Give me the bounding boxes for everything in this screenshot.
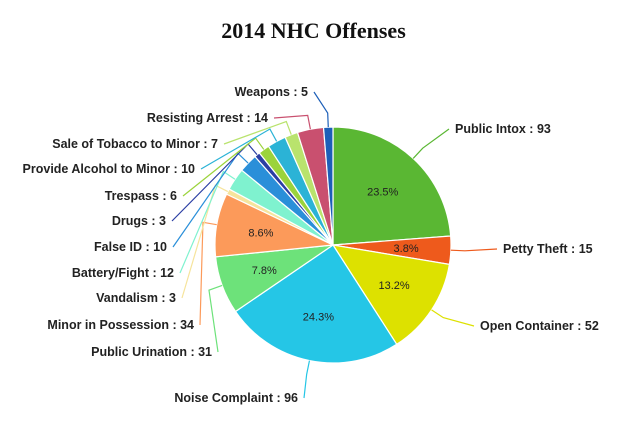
percent-label-noise-complaint: 24.3% [303, 312, 334, 324]
callout-label-sale-of-tobacco-to-minor: Sale of Tobacco to Minor : 7 [52, 137, 218, 151]
leader-line-noise-complaint [303, 360, 311, 399]
callout-label-trespass: Trespass : 6 [105, 189, 177, 203]
leader-line-minor-in-possession [199, 221, 217, 326]
leader-line-trespass [182, 137, 265, 197]
pie-slice-noise-complaint [234, 244, 398, 364]
percent-label-public-urination: 7.8% [252, 265, 277, 277]
callout-label-weapons: Weapons : 5 [235, 85, 308, 99]
leader-line-public-intox [412, 128, 450, 159]
percent-label-open-container: 13.2% [378, 280, 409, 292]
leader-line-weapons [313, 91, 329, 128]
callout-label-battery-fight: Battery/Fight : 12 [72, 266, 174, 280]
pie-slice-open-container [331, 244, 451, 346]
callout-label-drugs: Drugs : 3 [112, 214, 166, 228]
callout-label-noise-complaint: Noise Complaint : 96 [174, 391, 298, 405]
leader-line-open-container [431, 309, 475, 327]
callout-label-false-id: False ID : 10 [94, 240, 167, 254]
chart-title: 2014 NHC Offenses [221, 18, 406, 43]
callout-label-provide-alcohol-to-minor: Provide Alcohol to Minor : 10 [23, 162, 196, 176]
pie-slice-public-intox [332, 126, 452, 246]
callout-label-petty-theft: Petty Theft : 15 [503, 242, 593, 256]
leader-line-petty-theft [450, 248, 498, 252]
leader-line-resisting-arrest [273, 114, 311, 130]
callout-label-minor-in-possession: Minor in Possession : 34 [47, 318, 194, 332]
leader-line-public-urination [208, 284, 223, 353]
callout-label-resisting-arrest: Resisting Arrest : 14 [147, 111, 268, 125]
callout-label-public-urination: Public Urination : 31 [91, 345, 212, 359]
leader-line-provide-alcohol-to-minor [200, 128, 278, 170]
percent-label-petty-theft: 3.8% [394, 243, 419, 255]
percent-label-minor-in-possession: 8.6% [248, 227, 273, 239]
leader-line-sale-of-tobacco-to-minor [223, 120, 292, 145]
callout-label-vandalism: Vandalism : 3 [96, 291, 176, 305]
percent-label-public-intox: 23.5% [367, 186, 398, 198]
callout-label-public-intox: Public Intox : 93 [455, 122, 551, 136]
callout-label-open-container: Open Container : 52 [480, 319, 599, 333]
pie-slice-weapons [322, 126, 334, 246]
leader-line-battery-fight [179, 170, 236, 274]
